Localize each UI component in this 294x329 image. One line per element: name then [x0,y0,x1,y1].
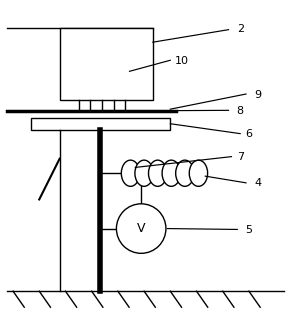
Text: 5: 5 [245,225,253,235]
Ellipse shape [121,160,140,186]
Text: 2: 2 [237,24,244,34]
Text: 9: 9 [254,89,261,100]
Ellipse shape [162,160,181,186]
Text: 7: 7 [237,152,244,162]
Ellipse shape [135,160,153,186]
Circle shape [116,204,166,253]
Bar [31,118,170,130]
Ellipse shape [189,160,208,186]
Text: 4: 4 [254,178,261,189]
Text: 6: 6 [245,129,253,139]
Ellipse shape [148,160,167,186]
Text: V: V [137,222,146,235]
Text: 10: 10 [175,56,189,66]
Bar [60,28,153,100]
Ellipse shape [176,160,194,186]
Text: 8: 8 [237,106,244,115]
